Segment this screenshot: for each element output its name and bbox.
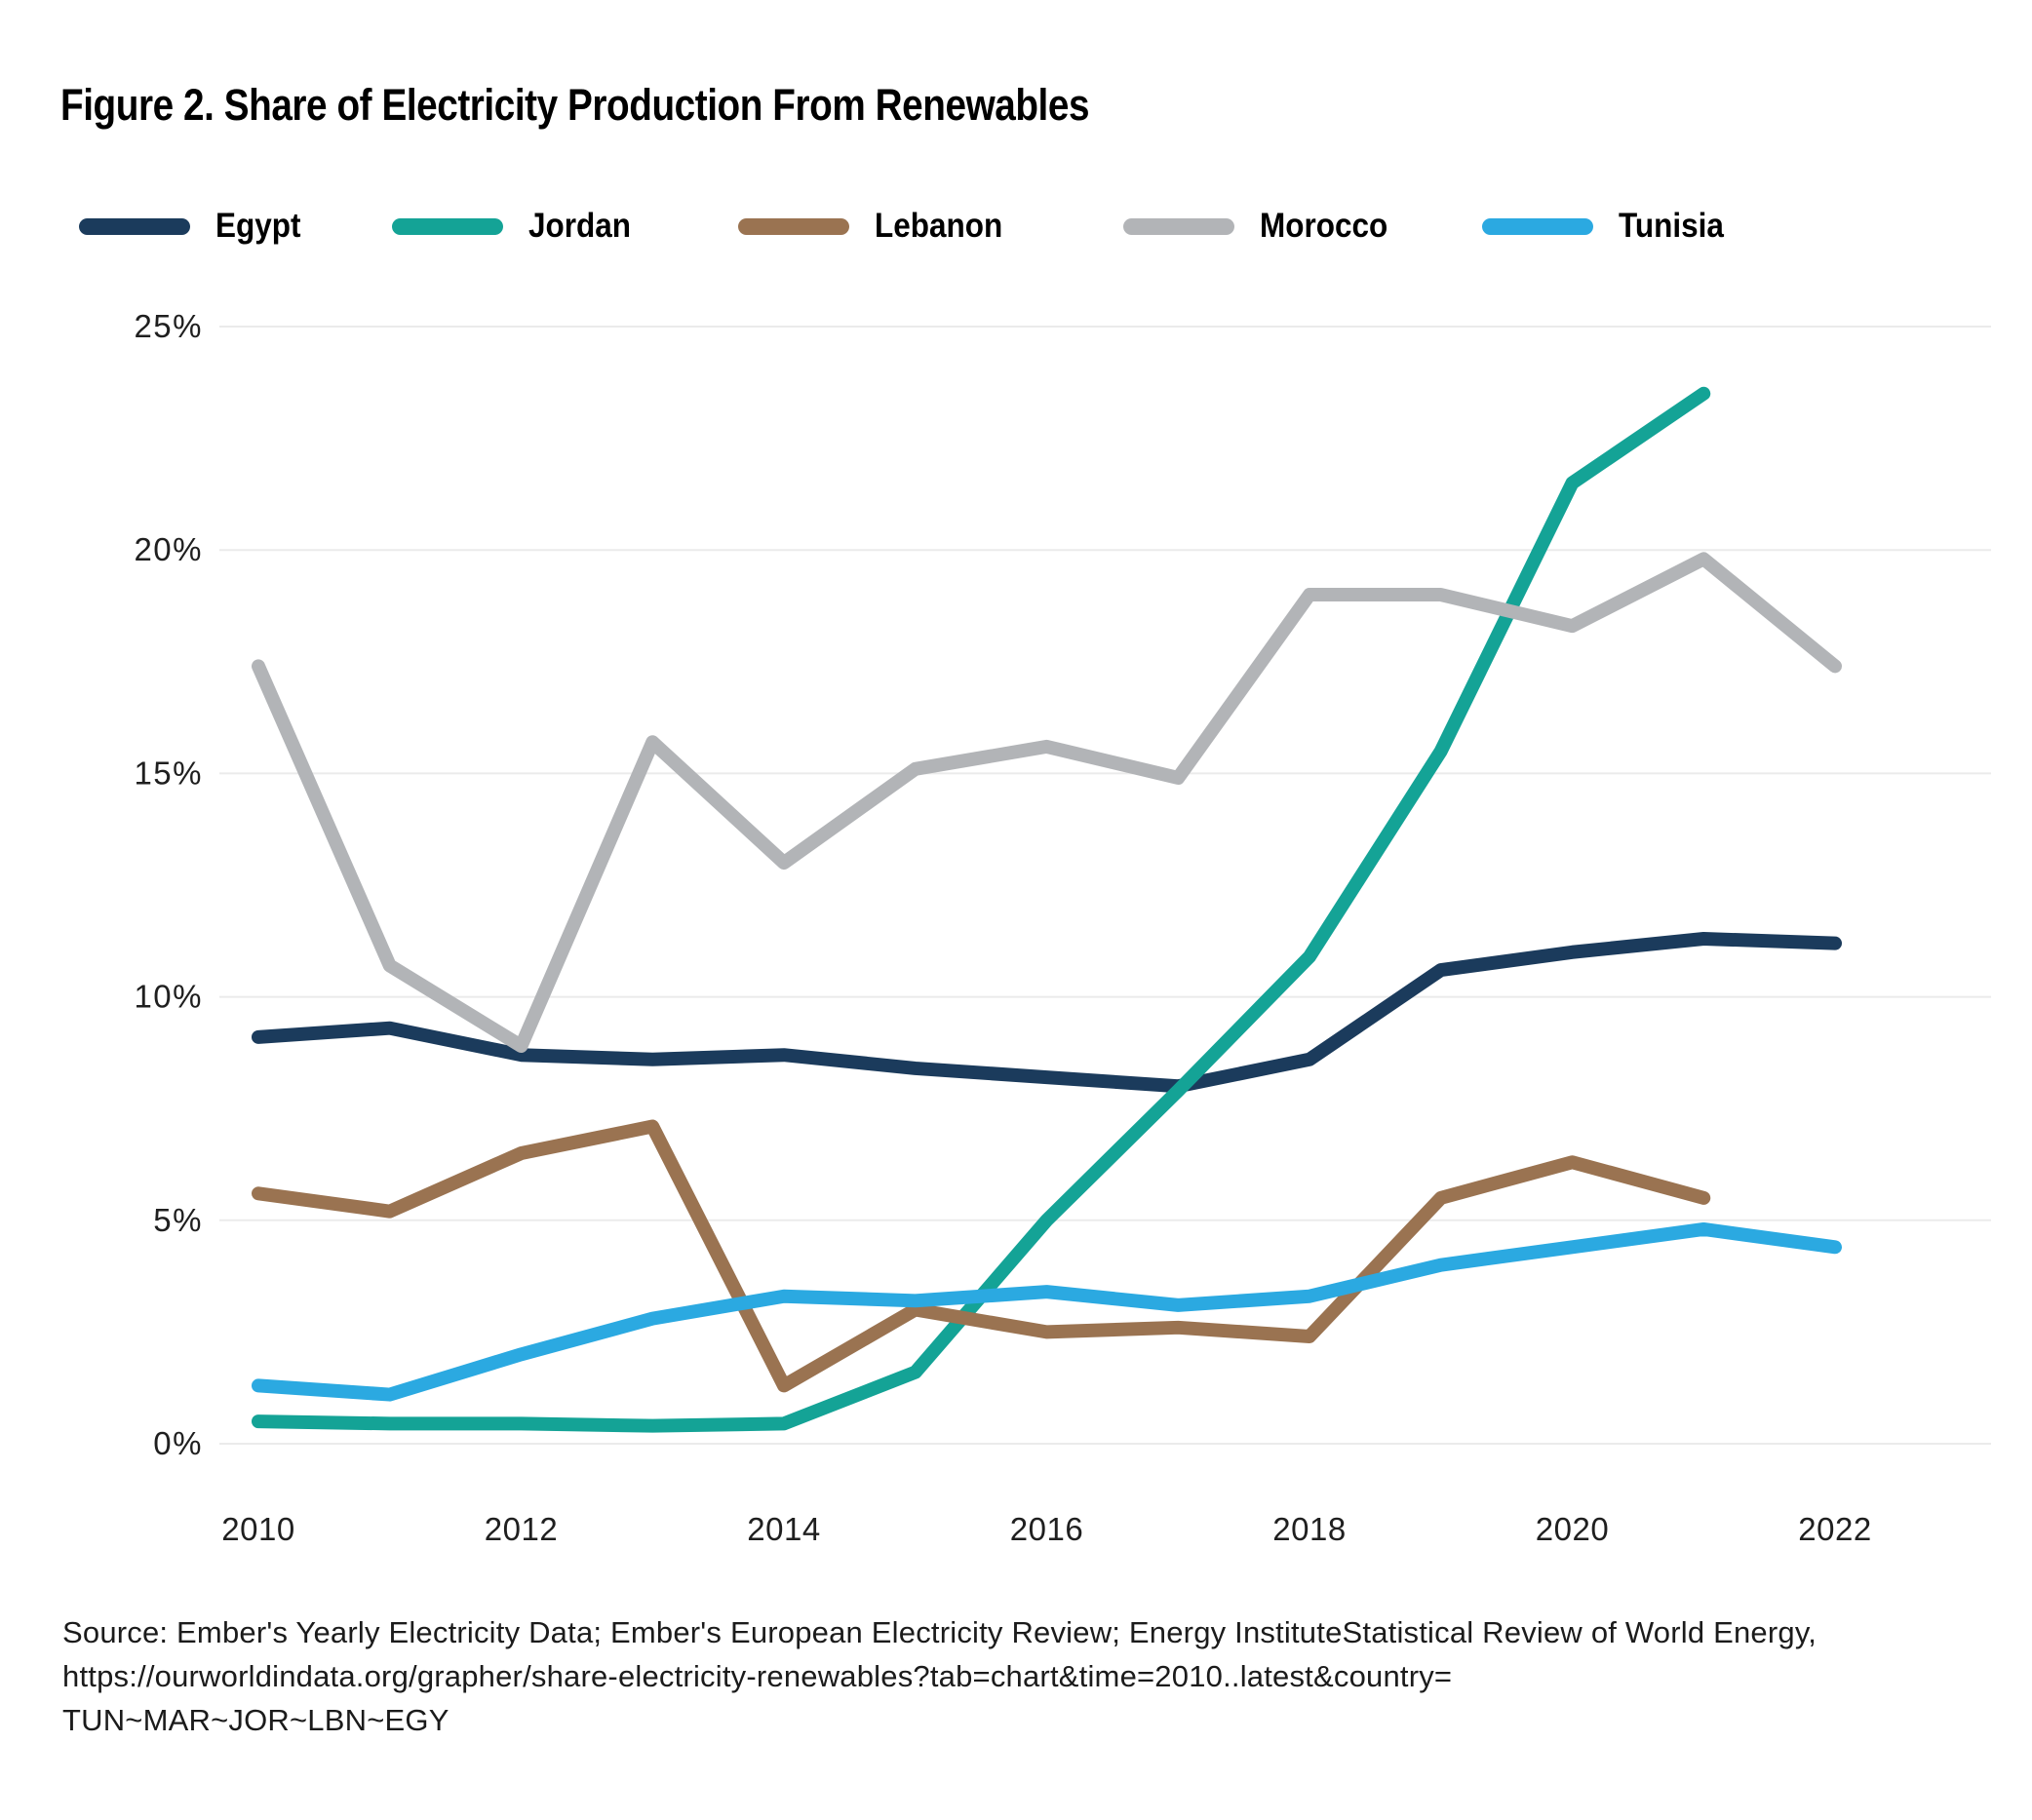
- series-line-tunisia: [252, 1221, 1842, 1402]
- y-tick-label: 20%: [134, 531, 203, 567]
- legend-item-tunisia: Tunisia: [1482, 207, 1736, 246]
- y-tick-label: 15%: [134, 755, 203, 791]
- source-line-1: Source: Ember's Yearly Electricity Data;…: [62, 1615, 1817, 1649]
- y-tick-label: 10%: [134, 979, 203, 1015]
- x-tick-label: 2016: [1010, 1511, 1083, 1547]
- x-tick-label: 2014: [747, 1511, 820, 1547]
- legend-label-tunisia: Tunisia: [1619, 207, 1724, 245]
- series-line-morocco: [252, 552, 1842, 1054]
- x-tick-label: 2018: [1272, 1511, 1346, 1547]
- series-line-lebanon: [252, 1119, 1711, 1393]
- source-line-2: https://ourworldindata.org/grapher/share…: [62, 1659, 1453, 1693]
- legend-label-egypt: Egypt: [215, 207, 301, 245]
- legend-item-jordan: Jordan: [392, 207, 643, 246]
- egypt-line-swatch-icon: [79, 217, 190, 235]
- x-tick-label: 2022: [1798, 1511, 1871, 1547]
- legend-label-jordan: Jordan: [528, 207, 632, 245]
- figure-title: Figure 2. Share of Electricity Productio…: [60, 80, 1090, 131]
- x-tick-label: 2010: [221, 1511, 294, 1547]
- y-tick-label: 0%: [153, 1425, 203, 1461]
- x-tick-label: 2020: [1536, 1511, 1609, 1547]
- legend-label-lebanon: Lebanon: [875, 207, 1003, 245]
- source-note: Source: Ember's Yearly Electricity Data;…: [62, 1610, 1993, 1742]
- y-tick-label: 25%: [134, 308, 203, 344]
- legend-item-lebanon: Lebanon: [738, 207, 1017, 246]
- legend-item-egypt: Egypt: [79, 207, 310, 246]
- legend-item-morocco: Morocco: [1123, 207, 1402, 246]
- lebanon-line-swatch-icon: [738, 217, 849, 235]
- x-tick-label: 2012: [485, 1511, 558, 1547]
- series-line-jordan: [252, 386, 1711, 1433]
- legend-label-morocco: Morocco: [1260, 207, 1388, 245]
- source-line-3: TUN~MAR~JOR~LBN~EGY: [62, 1703, 449, 1737]
- tunisia-line-swatch-icon: [1482, 217, 1593, 235]
- morocco-line-swatch-icon: [1123, 217, 1234, 235]
- series-line-egypt: [252, 932, 1842, 1094]
- y-tick-label: 5%: [153, 1202, 203, 1238]
- chart-legend: Egypt Jordan Lebanon Morocco Tunisia: [0, 207, 2032, 246]
- jordan-line-swatch-icon: [392, 217, 503, 235]
